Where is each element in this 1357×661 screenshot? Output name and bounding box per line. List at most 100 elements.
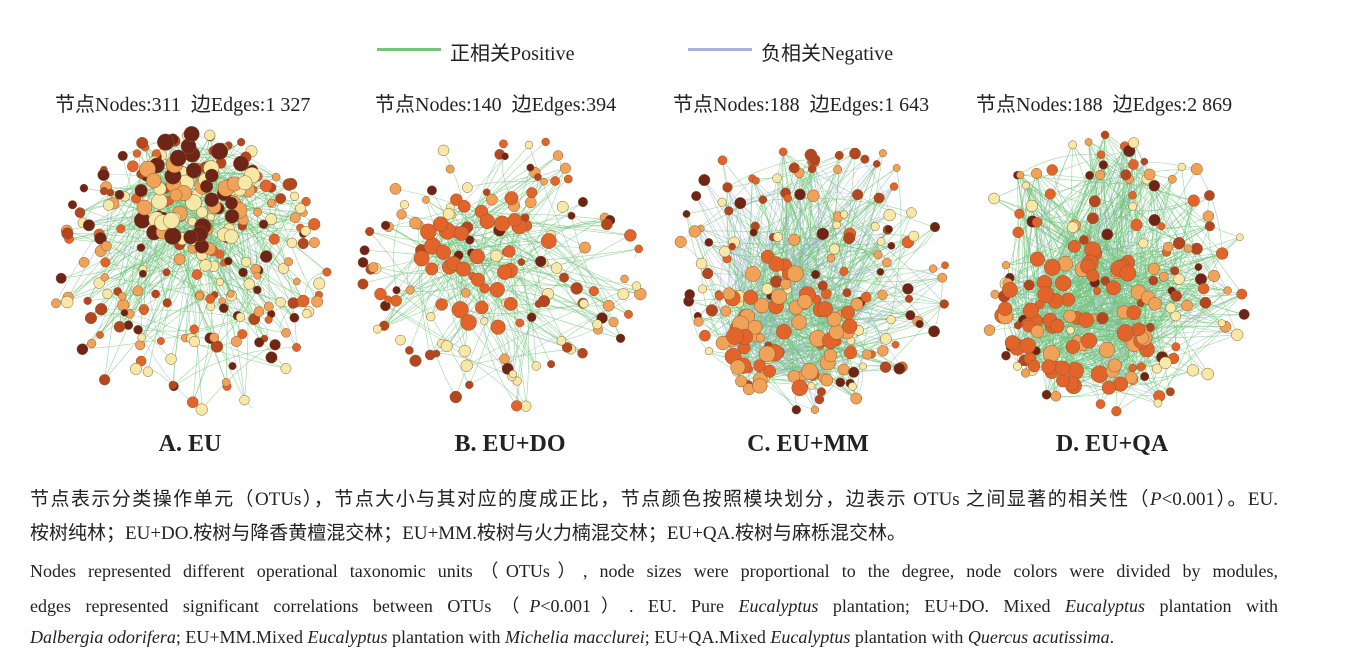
node xyxy=(359,245,370,256)
edge xyxy=(79,175,174,213)
node xyxy=(136,136,149,149)
node xyxy=(271,172,281,182)
node xyxy=(820,373,834,387)
node xyxy=(485,193,498,206)
edge xyxy=(1196,168,1223,254)
panel-stats: 节点Nodes:311 边Edges:1 327 xyxy=(55,94,311,116)
node xyxy=(86,338,97,349)
node xyxy=(860,291,872,303)
node xyxy=(384,295,392,304)
edge xyxy=(481,211,586,248)
node xyxy=(1022,181,1030,190)
node xyxy=(556,200,569,213)
caption-text: plantation with xyxy=(850,627,968,647)
node xyxy=(308,218,321,231)
edge xyxy=(509,177,539,252)
node xyxy=(254,337,265,348)
node xyxy=(1065,339,1081,355)
caption-text: plantation with xyxy=(1145,596,1279,616)
node xyxy=(136,243,146,252)
node xyxy=(860,154,870,164)
node xyxy=(389,183,402,195)
node xyxy=(135,355,147,367)
node xyxy=(788,233,801,246)
node xyxy=(1148,214,1161,227)
node xyxy=(1116,324,1134,342)
node xyxy=(435,298,448,311)
caption-text: 节点表示分类操作单元（OTUs），节点大小与其对应的度成正比，节点颜色按照模块划… xyxy=(30,489,1150,510)
node xyxy=(297,294,310,308)
node xyxy=(420,223,437,241)
edge xyxy=(719,251,734,357)
node xyxy=(289,312,300,323)
node xyxy=(136,199,153,216)
node xyxy=(833,165,843,174)
caption-text: <0.001）. EU. Pure xyxy=(540,596,739,616)
edge xyxy=(782,151,881,273)
node xyxy=(563,174,573,184)
node xyxy=(368,262,379,273)
edge xyxy=(688,301,761,387)
edge xyxy=(225,236,232,383)
edge xyxy=(1104,134,1223,254)
node xyxy=(577,197,588,208)
node xyxy=(51,298,61,309)
node xyxy=(1190,163,1203,176)
node xyxy=(501,152,509,161)
node xyxy=(286,237,298,249)
edge xyxy=(432,219,611,247)
node xyxy=(300,225,311,237)
node xyxy=(1096,150,1106,159)
edge xyxy=(727,159,815,188)
panel-label: B. EU+DO xyxy=(454,431,566,457)
edge xyxy=(1025,185,1139,293)
edge xyxy=(1089,175,1116,366)
node xyxy=(195,403,208,416)
node xyxy=(1238,308,1250,320)
node xyxy=(1140,157,1149,166)
node xyxy=(579,298,589,309)
node xyxy=(511,400,523,412)
node xyxy=(826,311,842,327)
node xyxy=(284,257,294,267)
edge xyxy=(1133,164,1211,227)
edge xyxy=(452,213,611,221)
edge xyxy=(784,233,850,266)
node xyxy=(460,359,473,372)
node xyxy=(734,197,747,210)
node xyxy=(559,162,571,174)
edge xyxy=(477,256,583,354)
legend-label: 负相关Negative xyxy=(761,43,894,65)
node xyxy=(1199,296,1212,309)
node xyxy=(541,137,550,147)
edge xyxy=(393,214,402,291)
node xyxy=(162,268,171,277)
node xyxy=(207,213,215,221)
edge xyxy=(804,301,824,392)
node xyxy=(1128,159,1139,170)
node xyxy=(445,164,455,174)
edge xyxy=(795,273,911,316)
edge xyxy=(466,348,571,367)
node xyxy=(183,229,198,245)
edge xyxy=(460,167,531,310)
node xyxy=(133,325,143,335)
node xyxy=(1084,138,1093,146)
node xyxy=(224,256,233,266)
edge xyxy=(767,154,812,257)
node xyxy=(204,192,219,208)
node xyxy=(776,323,792,340)
node xyxy=(1043,345,1060,363)
node xyxy=(395,334,406,346)
node xyxy=(74,207,86,218)
node xyxy=(1190,242,1203,255)
node xyxy=(470,272,485,287)
node xyxy=(1088,195,1101,208)
node xyxy=(770,275,783,288)
edge xyxy=(688,296,780,308)
node xyxy=(808,154,821,166)
caption-text: Quercus acutissima xyxy=(967,627,1110,647)
node xyxy=(823,348,838,363)
node xyxy=(322,267,332,277)
